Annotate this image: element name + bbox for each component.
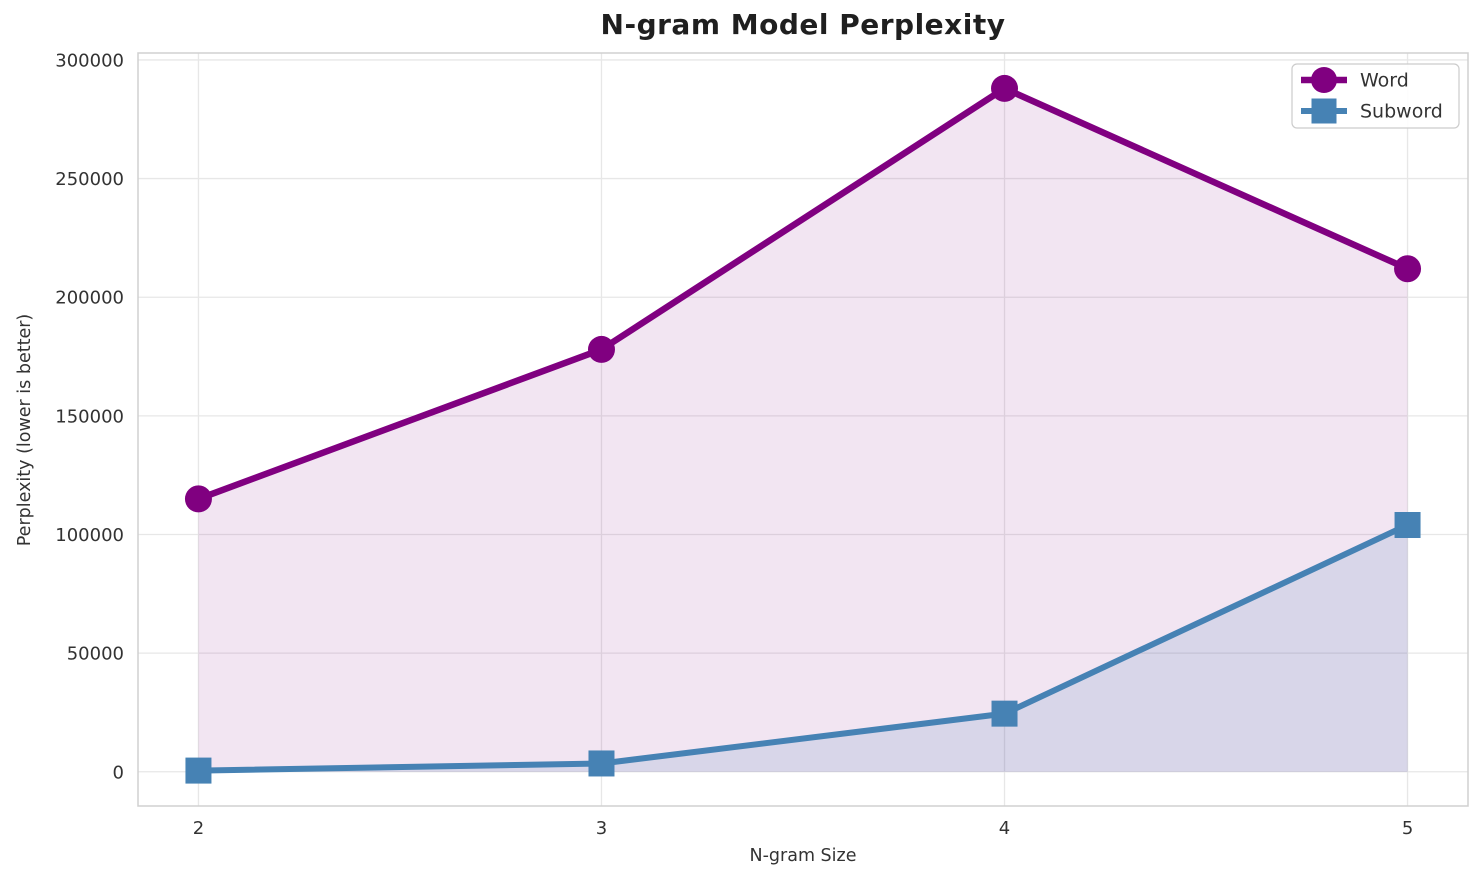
y-tick-label: 200000 — [55, 288, 124, 309]
x-tick-label: 5 — [1402, 818, 1413, 839]
x-tick-label: 2 — [193, 818, 204, 839]
x-axis-label: N-gram Size — [749, 846, 857, 866]
y-tick-label: 0 — [113, 762, 124, 783]
area-fill-word — [198, 88, 1408, 772]
area-fill-subword — [198, 525, 1408, 772]
marker-word-point — [587, 335, 615, 363]
x-tick-label: 4 — [999, 818, 1010, 839]
legend-marker-word — [1311, 67, 1337, 93]
x-tick-label: 3 — [596, 818, 607, 839]
y-tick-label: 150000 — [55, 406, 124, 427]
legend: Word Subword — [1291, 63, 1460, 129]
marker-subword-point — [185, 757, 212, 784]
marker-subword-point — [991, 700, 1018, 727]
line-word — [197, 85, 1409, 502]
y-tick-label: 250000 — [55, 169, 124, 190]
plot-border — [137, 52, 1469, 807]
chart-title: N-gram Model Perplexity — [600, 8, 1006, 41]
y-axis-label: Perplexity (lower is better) — [15, 313, 35, 547]
marker-word-point — [184, 485, 212, 513]
y-tick-label: 50000 — [67, 644, 124, 665]
legend-label-subword: Subword — [1360, 101, 1443, 123]
legend-label-word: Word — [1360, 70, 1409, 92]
gridlines — [138, 53, 1468, 806]
marker-subword-point — [588, 750, 615, 777]
marker-word-point — [991, 74, 1019, 102]
y-tick-label: 100000 — [55, 525, 124, 546]
marker-word-point — [1394, 255, 1422, 283]
y-tick-label: 300000 — [55, 50, 124, 71]
marker-subword-point — [1394, 512, 1421, 539]
line-subword — [198, 522, 1409, 774]
legend-marker-subword — [1311, 98, 1337, 124]
